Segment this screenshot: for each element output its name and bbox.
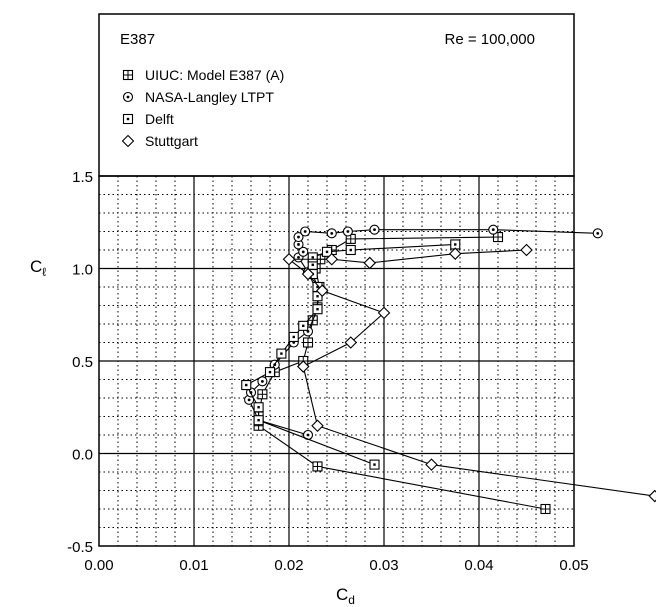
x-tick-label: 0.03	[369, 557, 398, 574]
series-3	[282, 243, 656, 503]
x-tick-label: 0.00	[84, 557, 113, 574]
x-tick-label: 0.02	[274, 557, 303, 574]
x-tick-label: 0.04	[464, 557, 493, 574]
data-point	[276, 348, 287, 359]
data-point	[326, 228, 337, 239]
legend-marker	[121, 134, 135, 148]
x-tick-label: 0.01	[179, 557, 208, 574]
legend-label: Delft	[145, 111, 174, 127]
data-point	[312, 461, 323, 472]
legend-marker	[122, 113, 134, 125]
y-tick-label: 1.5	[72, 169, 93, 186]
legend-box	[98, 13, 575, 177]
data-point	[325, 252, 339, 266]
data-point	[377, 306, 391, 320]
data-point	[282, 252, 296, 266]
x-axis-label-main: C	[336, 585, 348, 604]
y-axis-label-main: C	[30, 257, 42, 276]
data-point	[363, 256, 377, 270]
data-point	[311, 419, 324, 433]
data-point	[307, 252, 318, 263]
data-point	[302, 337, 314, 348]
series-group	[241, 224, 656, 515]
data-point	[492, 232, 504, 243]
data-point	[369, 224, 380, 235]
data-point	[345, 244, 356, 256]
data-point	[264, 367, 276, 378]
data-point	[342, 226, 353, 237]
y-axis-label-subscript: ℓ	[42, 265, 46, 279]
y-axis-label: Cℓ	[30, 257, 46, 279]
series-0	[253, 232, 551, 515]
y-tick-label: 0.5	[72, 354, 93, 371]
series-line	[287, 249, 655, 497]
reynolds-label: Re = 100,000	[445, 31, 536, 48]
data-point	[520, 243, 533, 257]
x-axis-label: Cd	[336, 585, 355, 607]
tick-labels: 0.00 0.01 0.02 0.03 0.04 0.05 -0.5 0.0 0.5 1.0 1.5	[67, 169, 588, 574]
data-point	[298, 246, 309, 257]
x-axis-label-subscript: d	[348, 593, 355, 607]
x-tick-label: 0.05	[559, 557, 588, 574]
series-2	[241, 239, 461, 470]
data-point	[257, 389, 268, 400]
legend-label: NASA-Langley LTPT	[145, 89, 274, 105]
data-point	[253, 415, 264, 426]
data-point	[369, 459, 380, 470]
data-point	[300, 226, 311, 237]
data-point	[321, 246, 333, 257]
data-point	[488, 224, 499, 235]
series-line	[258, 236, 546, 510]
y-tick-label: -0.5	[67, 539, 93, 556]
airfoil-label: E387	[120, 31, 155, 48]
data-point	[315, 284, 329, 297]
legend: UIUC: Model E387 (A) NASA-Langley LTPT Del…	[121, 67, 284, 149]
data-point	[244, 394, 255, 405]
data-point	[448, 247, 462, 260]
data-point	[344, 336, 358, 349]
data-point	[648, 489, 656, 503]
data-point	[298, 320, 309, 331]
data-point	[425, 458, 438, 471]
data-point	[253, 402, 264, 413]
legend-label: Stuttgart	[145, 133, 198, 149]
data-point	[592, 228, 603, 239]
data-point	[288, 331, 299, 343]
legend-marker	[122, 91, 134, 103]
grid	[99, 176, 574, 546]
legend-label: UIUC: Model E387 (A)	[145, 67, 284, 83]
y-tick-label: 1.0	[72, 262, 93, 279]
data-point	[312, 304, 323, 315]
y-tick-label: 0.0	[72, 447, 93, 464]
data-point	[241, 379, 252, 391]
data-point	[293, 232, 304, 243]
data-point	[296, 360, 310, 373]
legend-marker	[122, 69, 134, 81]
data-point	[301, 267, 315, 281]
data-point	[540, 503, 551, 515]
